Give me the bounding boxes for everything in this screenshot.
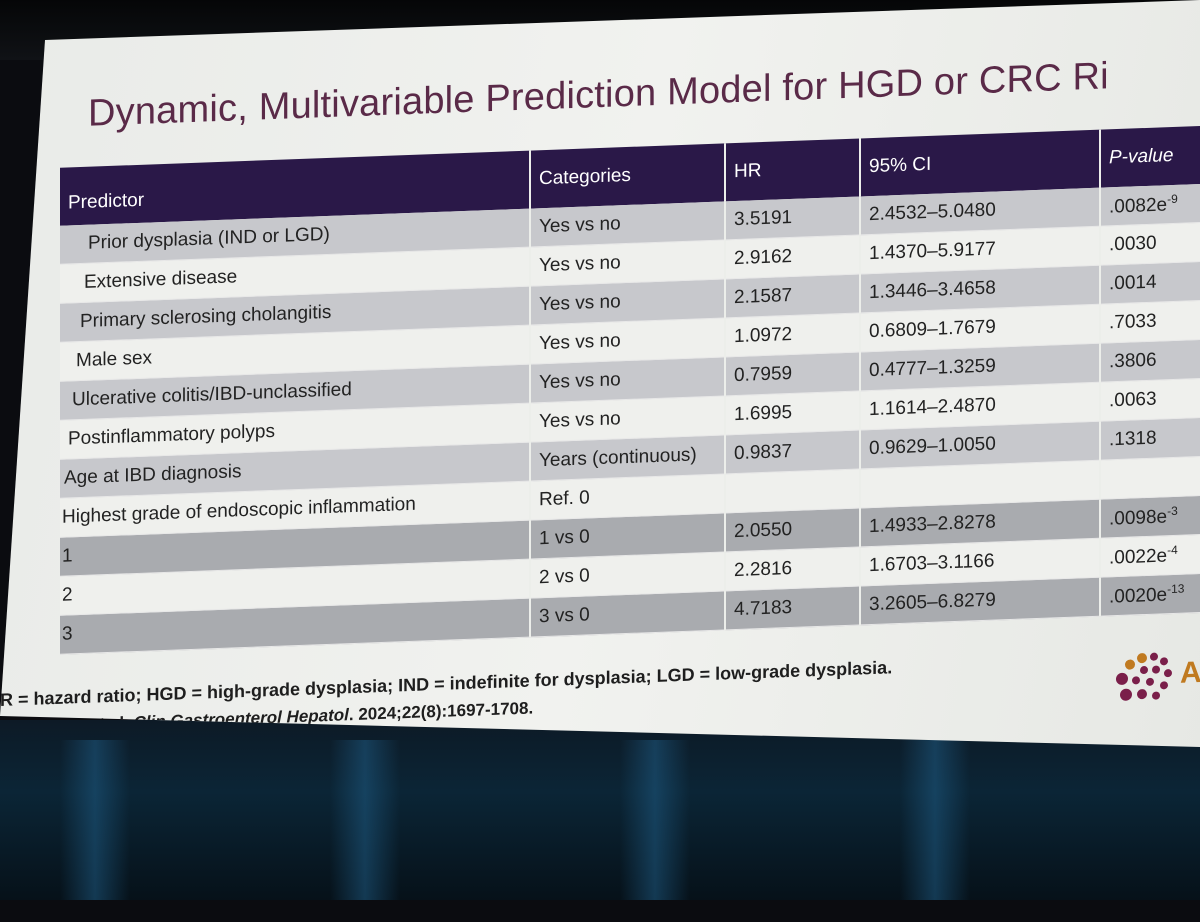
cell-hr: 1.6995 bbox=[725, 390, 860, 435]
organization-logo-icon bbox=[1116, 652, 1172, 701]
cell-hr: 2.2816 bbox=[725, 546, 860, 591]
cell-p-value: .7033 bbox=[1100, 299, 1200, 344]
cell-hr: 0.9837 bbox=[725, 429, 860, 474]
cell-p-value: .0014 bbox=[1100, 260, 1200, 305]
cell-p-value: .0020e-13 bbox=[1100, 572, 1200, 617]
cell-hr: 2.1587 bbox=[725, 273, 860, 318]
curtain-fold bbox=[620, 740, 690, 900]
header-p-value: P-value bbox=[1100, 125, 1200, 188]
results-table: Predictor Categories HR 95% CI P-value P… bbox=[60, 125, 1200, 655]
curtain-fold bbox=[330, 740, 400, 900]
cell-p-value: .0022e-4 bbox=[1100, 533, 1200, 578]
cell-p-value: .0063 bbox=[1100, 377, 1200, 422]
cell-hr: 2.0550 bbox=[725, 507, 860, 552]
cell-hr: 3.5191 bbox=[725, 196, 860, 240]
curtain-fold bbox=[60, 740, 130, 900]
stage-curtain-area bbox=[0, 720, 1200, 900]
header-hr: HR bbox=[725, 138, 860, 202]
cell-p-value: .3806 bbox=[1100, 338, 1200, 383]
header-ci: 95% CI bbox=[860, 129, 1100, 197]
cell-hr: 1.0972 bbox=[725, 312, 860, 357]
header-categories: Categories bbox=[530, 143, 725, 209]
cell-hr bbox=[725, 468, 860, 513]
cell-p-value: .0030 bbox=[1100, 221, 1200, 266]
projection-screen: Dynamic, Multivariable Prediction Model … bbox=[0, 0, 1200, 747]
curtain-fold bbox=[900, 740, 970, 900]
citation-details: . 2024;22(8):1697-1708. bbox=[348, 698, 534, 725]
cell-p-value: .0082e-9 bbox=[1100, 183, 1200, 227]
cell-hr: 0.7959 bbox=[725, 351, 860, 396]
logo-text: A bbox=[1180, 655, 1200, 690]
cell-p-value bbox=[1100, 455, 1200, 500]
cell-ci: 3.2605–6.8279 bbox=[860, 577, 1100, 625]
slide-title: Dynamic, Multivariable Prediction Model … bbox=[88, 55, 1109, 135]
cell-hr: 2.9162 bbox=[725, 234, 860, 279]
cell-hr: 4.7183 bbox=[725, 585, 860, 630]
cell-category: 3 vs 0 bbox=[530, 590, 725, 638]
cell-p-value: .1318 bbox=[1100, 416, 1200, 461]
cell-p-value: .0098e-3 bbox=[1100, 494, 1200, 539]
